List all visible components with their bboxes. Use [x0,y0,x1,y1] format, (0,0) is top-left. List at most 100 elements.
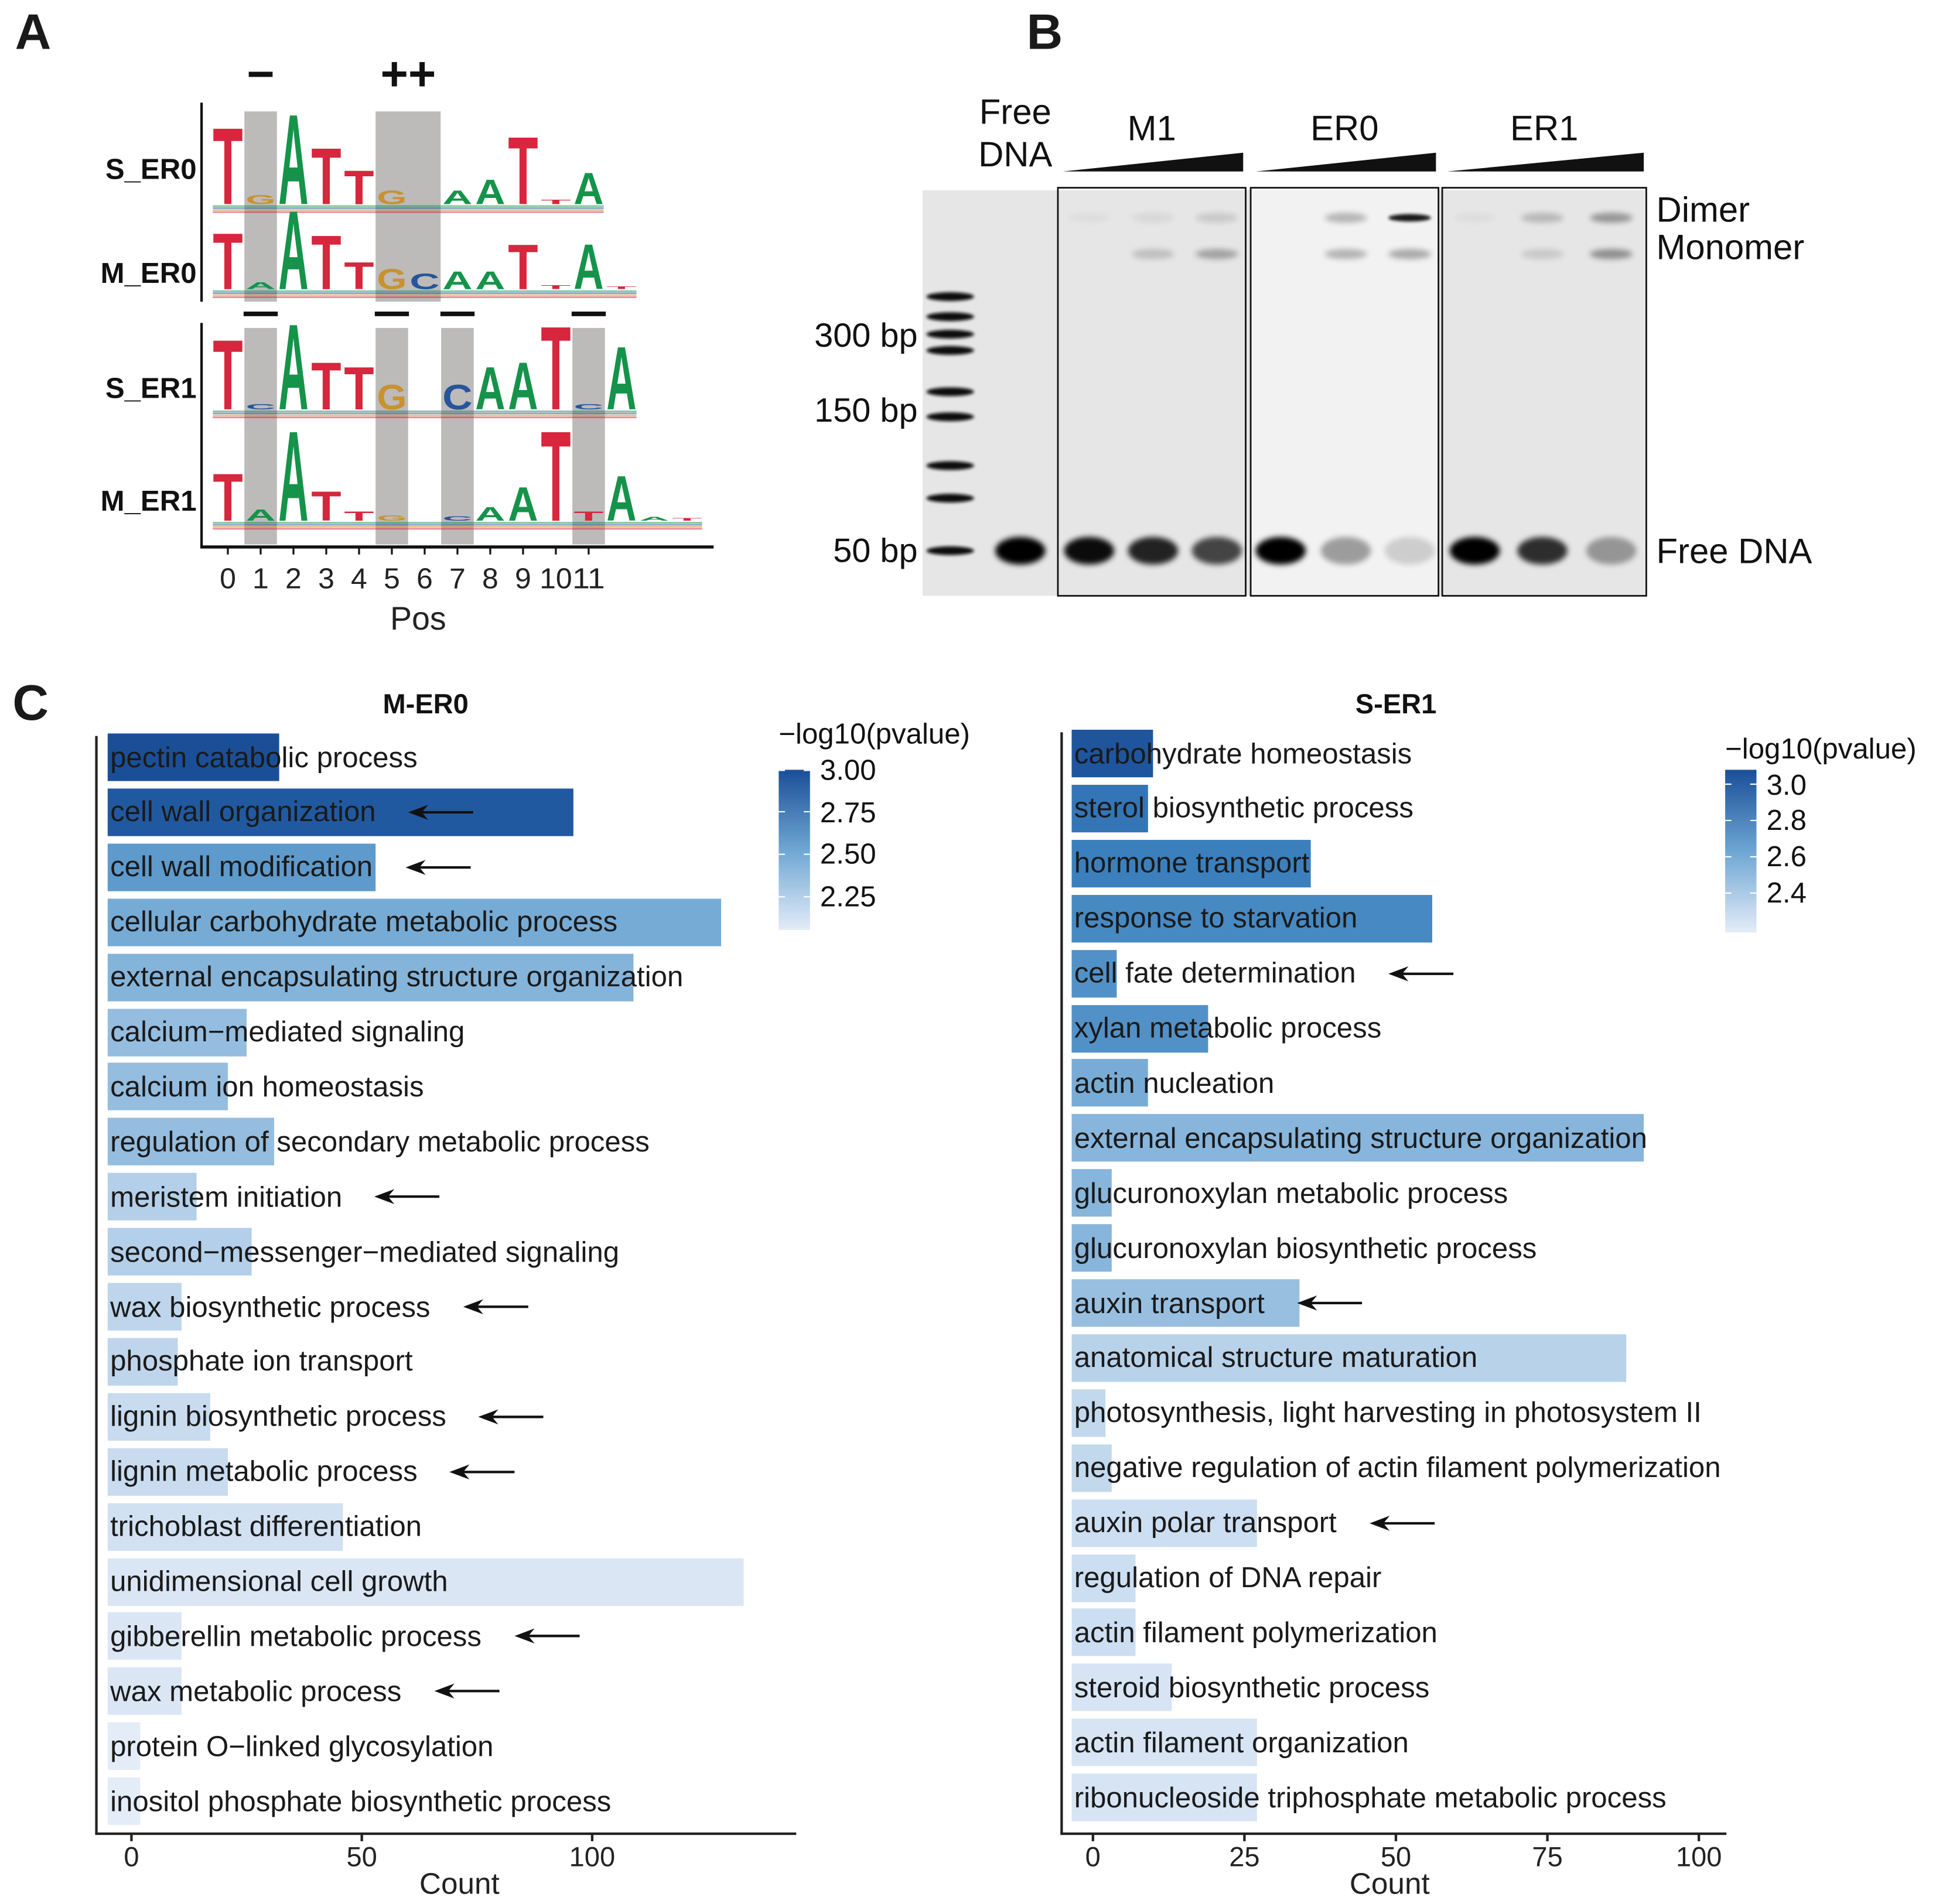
motif-row-label: M_ER1 [101,486,197,517]
ladder-band [926,330,974,339]
highlight-column [572,327,605,545]
bar-category-label: sterol biosynthetic process [1074,785,1413,832]
bar-category-label: xylan metabolic process [1074,1004,1382,1052]
logo-letter-T: T [344,355,374,423]
motif-row-label: M_ER0 [101,258,197,289]
category-text: hormone transport [1074,846,1310,879]
bar-category-label: lignin biosynthetic process [110,1393,544,1440]
category-text: xylan metabolic process [1074,1011,1382,1044]
bar [107,1228,251,1276]
bar-category-label: cell fate determination [1074,949,1454,997]
bar [107,1283,182,1331]
arrow-left-icon [408,804,474,820]
bar-category-label: anatomical structure maturation [1074,1334,1478,1382]
free-dna-band [1449,536,1500,565]
arrow-left-icon [514,1629,579,1644]
colorbar-tick [804,853,810,855]
x-tick-mark [1243,1833,1245,1841]
free-dna-band [995,536,1046,565]
bar-category-label: auxin transport [1074,1279,1363,1327]
bar [107,1448,228,1496]
logo-background-stripe [213,414,637,416]
category-text: photosynthesis, light harvesting in phot… [1074,1396,1702,1429]
band-identity-label: Dimer [1657,190,1750,229]
bar-category-label: auxin polar transport [1074,1499,1435,1546]
dimer-band [1068,213,1111,223]
x-tick-label: 6 [416,563,433,594]
logo-letter-T: T [508,232,538,303]
bar [1071,1444,1111,1492]
logo-letter-G: G [245,193,275,207]
category-text: protein O−linked glycosylation [110,1729,494,1762]
logo-background-stripe [213,524,702,526]
concentration-gradient-wedge [1447,152,1644,172]
logo-letter-A: A [278,188,308,314]
category-text: gibberellin metabolic process [110,1619,482,1652]
bar [1071,839,1312,887]
ladder-band [926,387,974,396]
ladder-band [926,546,974,555]
ladder-band [926,346,974,355]
logo-letter-A: A [606,463,636,535]
colorbar [779,770,810,930]
category-text: external encapsulating structure organiz… [1074,1121,1647,1154]
y-axis-line [95,736,98,1834]
colorbar-tick [1725,819,1732,821]
arrow-left-icon [479,1409,544,1424]
go-bar-chart-s-er1: S-ER1 carbohydrate homeostasis sterol bios… [1027,676,1953,1904]
colorbar-tick [1725,783,1732,785]
category-text: cell wall organization [110,795,376,828]
monomer-band [1521,249,1564,259]
arrow-left-icon [433,1684,500,1699]
chart-title: S-ER1 [1355,688,1437,720]
category-text: calcium ion homeostasis [110,1070,424,1103]
concentration-gradient-wedge [1255,152,1436,172]
category-text: lignin metabolic process [110,1454,418,1488]
bar [107,1063,228,1111]
x-tick-mark [1546,1833,1549,1841]
colorbar-tick-label: 2.4 [1766,876,1807,910]
lane-group-label: ER1 [1510,108,1578,148]
bar [107,1612,182,1660]
category-text: ribonucleoside triphosphate metabolic pr… [1074,1780,1667,1813]
x-tick-mark [361,1833,363,1841]
dimer-band [1388,214,1431,222]
bar-category-label: response to starvation [1074,894,1358,942]
ladder-size-label: 300 bp [814,317,917,354]
category-text: lignin biosynthetic process [110,1400,446,1433]
logo-letter-A: A [245,281,275,291]
panel-label-a: A [15,5,52,60]
x-axis-title: Pos [390,600,446,637]
x-tick-label: 11 [572,563,605,594]
category-text: wax biosynthetic process [110,1290,431,1322]
bar-category-label: second−messenger−mediated signaling [110,1228,619,1276]
bar-category-label: negative regulation of actin filament po… [1074,1444,1721,1492]
logo-letter-T: T [573,509,603,524]
free-dna-band [1586,536,1637,565]
x-tick-label: 0 [220,563,236,594]
free-dna-band [1320,536,1371,565]
x-tick-label: 5 [384,563,400,594]
y-axis-line [1060,732,1063,1834]
bar-category-label: glucuronoxylan biosynthetic process [1074,1224,1537,1271]
colorbar-tick [779,895,786,897]
logo-letter-A: A [475,503,505,525]
bar-category-label: hormone transport [1074,840,1310,887]
bar [1071,894,1433,942]
bar [1071,784,1148,833]
logo-letter-A: A [245,507,275,525]
logo-letter-A: A [475,172,505,212]
category-text: auxin transport [1074,1286,1265,1319]
lane-group-box [1057,187,1247,597]
bar-category-label: unidimensional cell growth [110,1558,448,1605]
logo-letter-T: T [311,131,341,221]
ladder-band [926,461,974,470]
free-dna-band [1384,536,1435,565]
x-tick-label: 100 [1675,1841,1722,1873]
colorbar-tick-label: 2.6 [1766,840,1807,873]
x-tick-label: 25 [1229,1841,1260,1873]
logo-letter-A: A [508,477,538,531]
significance-mark: − [438,289,477,337]
colorbar-tick [1750,819,1757,821]
dimer-band [1590,213,1633,223]
